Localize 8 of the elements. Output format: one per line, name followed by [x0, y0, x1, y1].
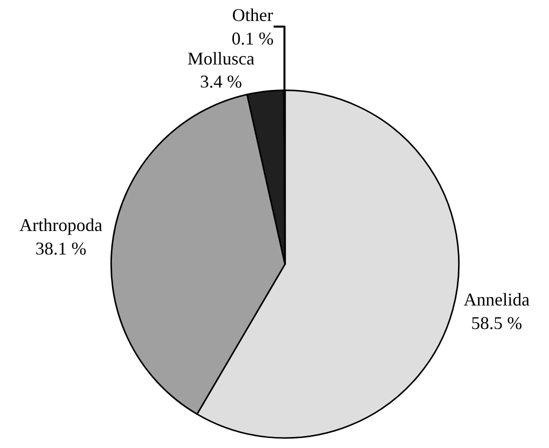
data-label: 3.4 %	[200, 72, 242, 92]
data-label: 58.5 %	[471, 312, 522, 333]
data-label: 0.1 %	[232, 28, 274, 48]
slice-label: Mollusca	[188, 48, 255, 68]
data-label: 38.1 %	[35, 238, 86, 258]
slice-label: Annelida	[464, 290, 530, 310]
slice-label: Arthropoda	[19, 215, 102, 236]
slice-label: Other	[232, 4, 274, 25]
